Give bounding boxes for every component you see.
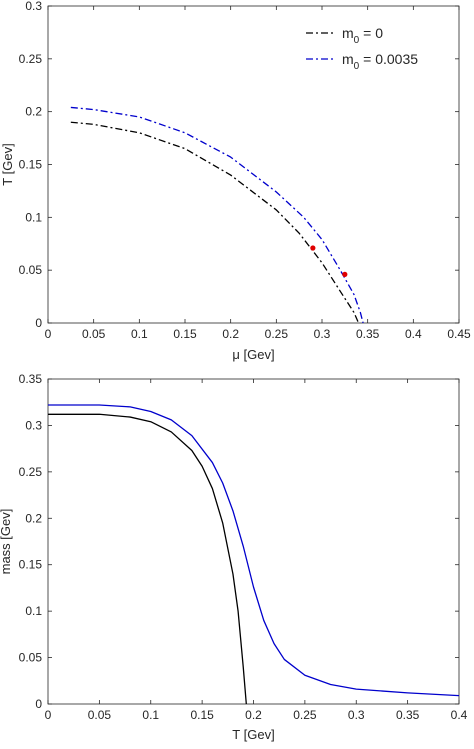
y-tick-label: 0.1 [25, 604, 42, 618]
x-tick-label: 0.2 [222, 327, 239, 341]
y-tick-label: 0.1 [25, 210, 42, 224]
y-tick-label: 0.25 [19, 52, 43, 66]
x-tick-label: 0.35 [396, 708, 420, 722]
x-tick-label: 0 [45, 327, 52, 341]
legend-entry-1: m0 = 0.0035 [342, 51, 418, 72]
series-line-0 [48, 413, 247, 705]
y-tick-label: 0.3 [25, 0, 42, 13]
x-tick-label: 0.35 [356, 327, 380, 341]
y-tick-label: 0.05 [19, 651, 43, 665]
legend-entry-0: m0 = 0 [342, 25, 383, 46]
critical-point-marker-0 [310, 245, 316, 251]
x-tick-label: 0.2 [245, 708, 262, 722]
x-tick-label: 0.15 [190, 708, 214, 722]
y-axis-label: T [Gev] [0, 143, 15, 185]
x-tick-label: 0.05 [88, 708, 112, 722]
series-line-1 [70, 106, 364, 324]
x-tick-label: 0.05 [82, 327, 106, 341]
x-tick-label: 0.45 [447, 327, 471, 341]
x-tick-label: 0.1 [131, 327, 148, 341]
x-axis-label: μ [Gev] [232, 347, 274, 362]
y-tick-label: 0.2 [25, 105, 42, 119]
x-tick-label: 0 [45, 708, 52, 722]
y-axis-label: mass [Gev] [0, 509, 13, 575]
y-tick-label: 0.15 [19, 158, 43, 172]
series-line-0 [70, 121, 360, 324]
series-line-1 [48, 404, 460, 697]
x-tick-label: 0.15 [173, 327, 197, 341]
axes-box [47, 378, 460, 705]
x-tick-label: 0.25 [293, 708, 317, 722]
x-tick-label: 0.25 [265, 327, 289, 341]
y-tick-label: 0.2 [25, 511, 42, 525]
x-tick-label: 0.3 [348, 708, 365, 722]
x-axis-label: T [Gev] [232, 727, 274, 742]
y-tick-label: 0 [35, 316, 42, 330]
y-tick-label: 0.35 [19, 372, 43, 386]
y-tick-label: 0.25 [19, 465, 43, 479]
x-tick-label: 0.3 [314, 327, 331, 341]
critical-point-marker-1 [342, 271, 348, 277]
x-tick-label: 0.4 [405, 327, 422, 341]
mass-vs-temperature-plot: 0 0.05 0.1 0.15 0.2 0.25 0.3 0.35 0.4 0 0.05 0.1 0.1… [0, 372, 468, 742]
y-tick-label: 0 [35, 697, 42, 711]
y-tick-label: 0.3 [25, 418, 42, 432]
y-tick-label: 0.15 [19, 558, 43, 572]
x-tick-label: 0.1 [142, 708, 159, 722]
y-tick-label: 0.05 [19, 263, 43, 277]
x-tick-label: 0.4 [451, 708, 468, 722]
phase-diagram-plot: 0 0.05 0.1 0.15 0.2 0.25 0.3 0.35 0.4 0.45 0 0.05 0.… [0, 0, 471, 362]
legend: m0 = 0 m0 = 0.0035 [306, 25, 418, 72]
